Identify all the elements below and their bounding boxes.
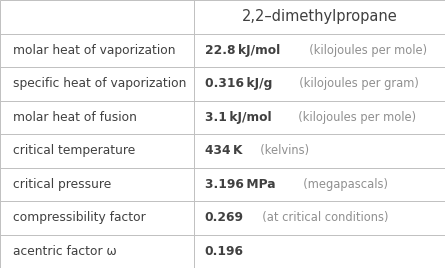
- Text: (kilojoules per mole): (kilojoules per mole): [302, 44, 427, 57]
- Text: 3.196 MPa: 3.196 MPa: [205, 178, 275, 191]
- Text: (at critical conditions): (at critical conditions): [255, 211, 388, 224]
- Text: acentric factor ω: acentric factor ω: [13, 245, 117, 258]
- Text: critical temperature: critical temperature: [13, 144, 136, 157]
- Text: critical pressure: critical pressure: [13, 178, 112, 191]
- Text: molar heat of fusion: molar heat of fusion: [13, 111, 137, 124]
- Text: compressibility factor: compressibility factor: [13, 211, 146, 224]
- Text: (megapascals): (megapascals): [296, 178, 388, 191]
- Text: (kelvins): (kelvins): [253, 144, 309, 157]
- Text: 434 K: 434 K: [205, 144, 242, 157]
- Text: molar heat of vaporization: molar heat of vaporization: [13, 44, 176, 57]
- Text: 0.316 kJ/g: 0.316 kJ/g: [205, 77, 272, 90]
- Text: 0.196: 0.196: [205, 245, 244, 258]
- Text: specific heat of vaporization: specific heat of vaporization: [13, 77, 187, 90]
- Text: 2,2–dimethylpropane: 2,2–dimethylpropane: [242, 9, 397, 24]
- Text: 22.8 kJ/mol: 22.8 kJ/mol: [205, 44, 280, 57]
- Text: 3.1 kJ/mol: 3.1 kJ/mol: [205, 111, 271, 124]
- Text: (kilojoules per mole): (kilojoules per mole): [291, 111, 416, 124]
- Text: 0.269: 0.269: [205, 211, 244, 224]
- Text: (kilojoules per gram): (kilojoules per gram): [291, 77, 418, 90]
